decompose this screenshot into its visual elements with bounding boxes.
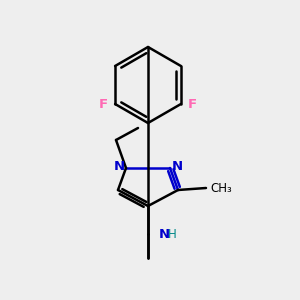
Text: N: N — [113, 160, 124, 173]
Text: F: F — [99, 98, 108, 110]
Text: H: H — [168, 229, 177, 242]
Text: CH₃: CH₃ — [210, 182, 232, 194]
Text: N: N — [171, 160, 183, 173]
Text: N: N — [159, 227, 170, 241]
Text: F: F — [188, 98, 197, 110]
